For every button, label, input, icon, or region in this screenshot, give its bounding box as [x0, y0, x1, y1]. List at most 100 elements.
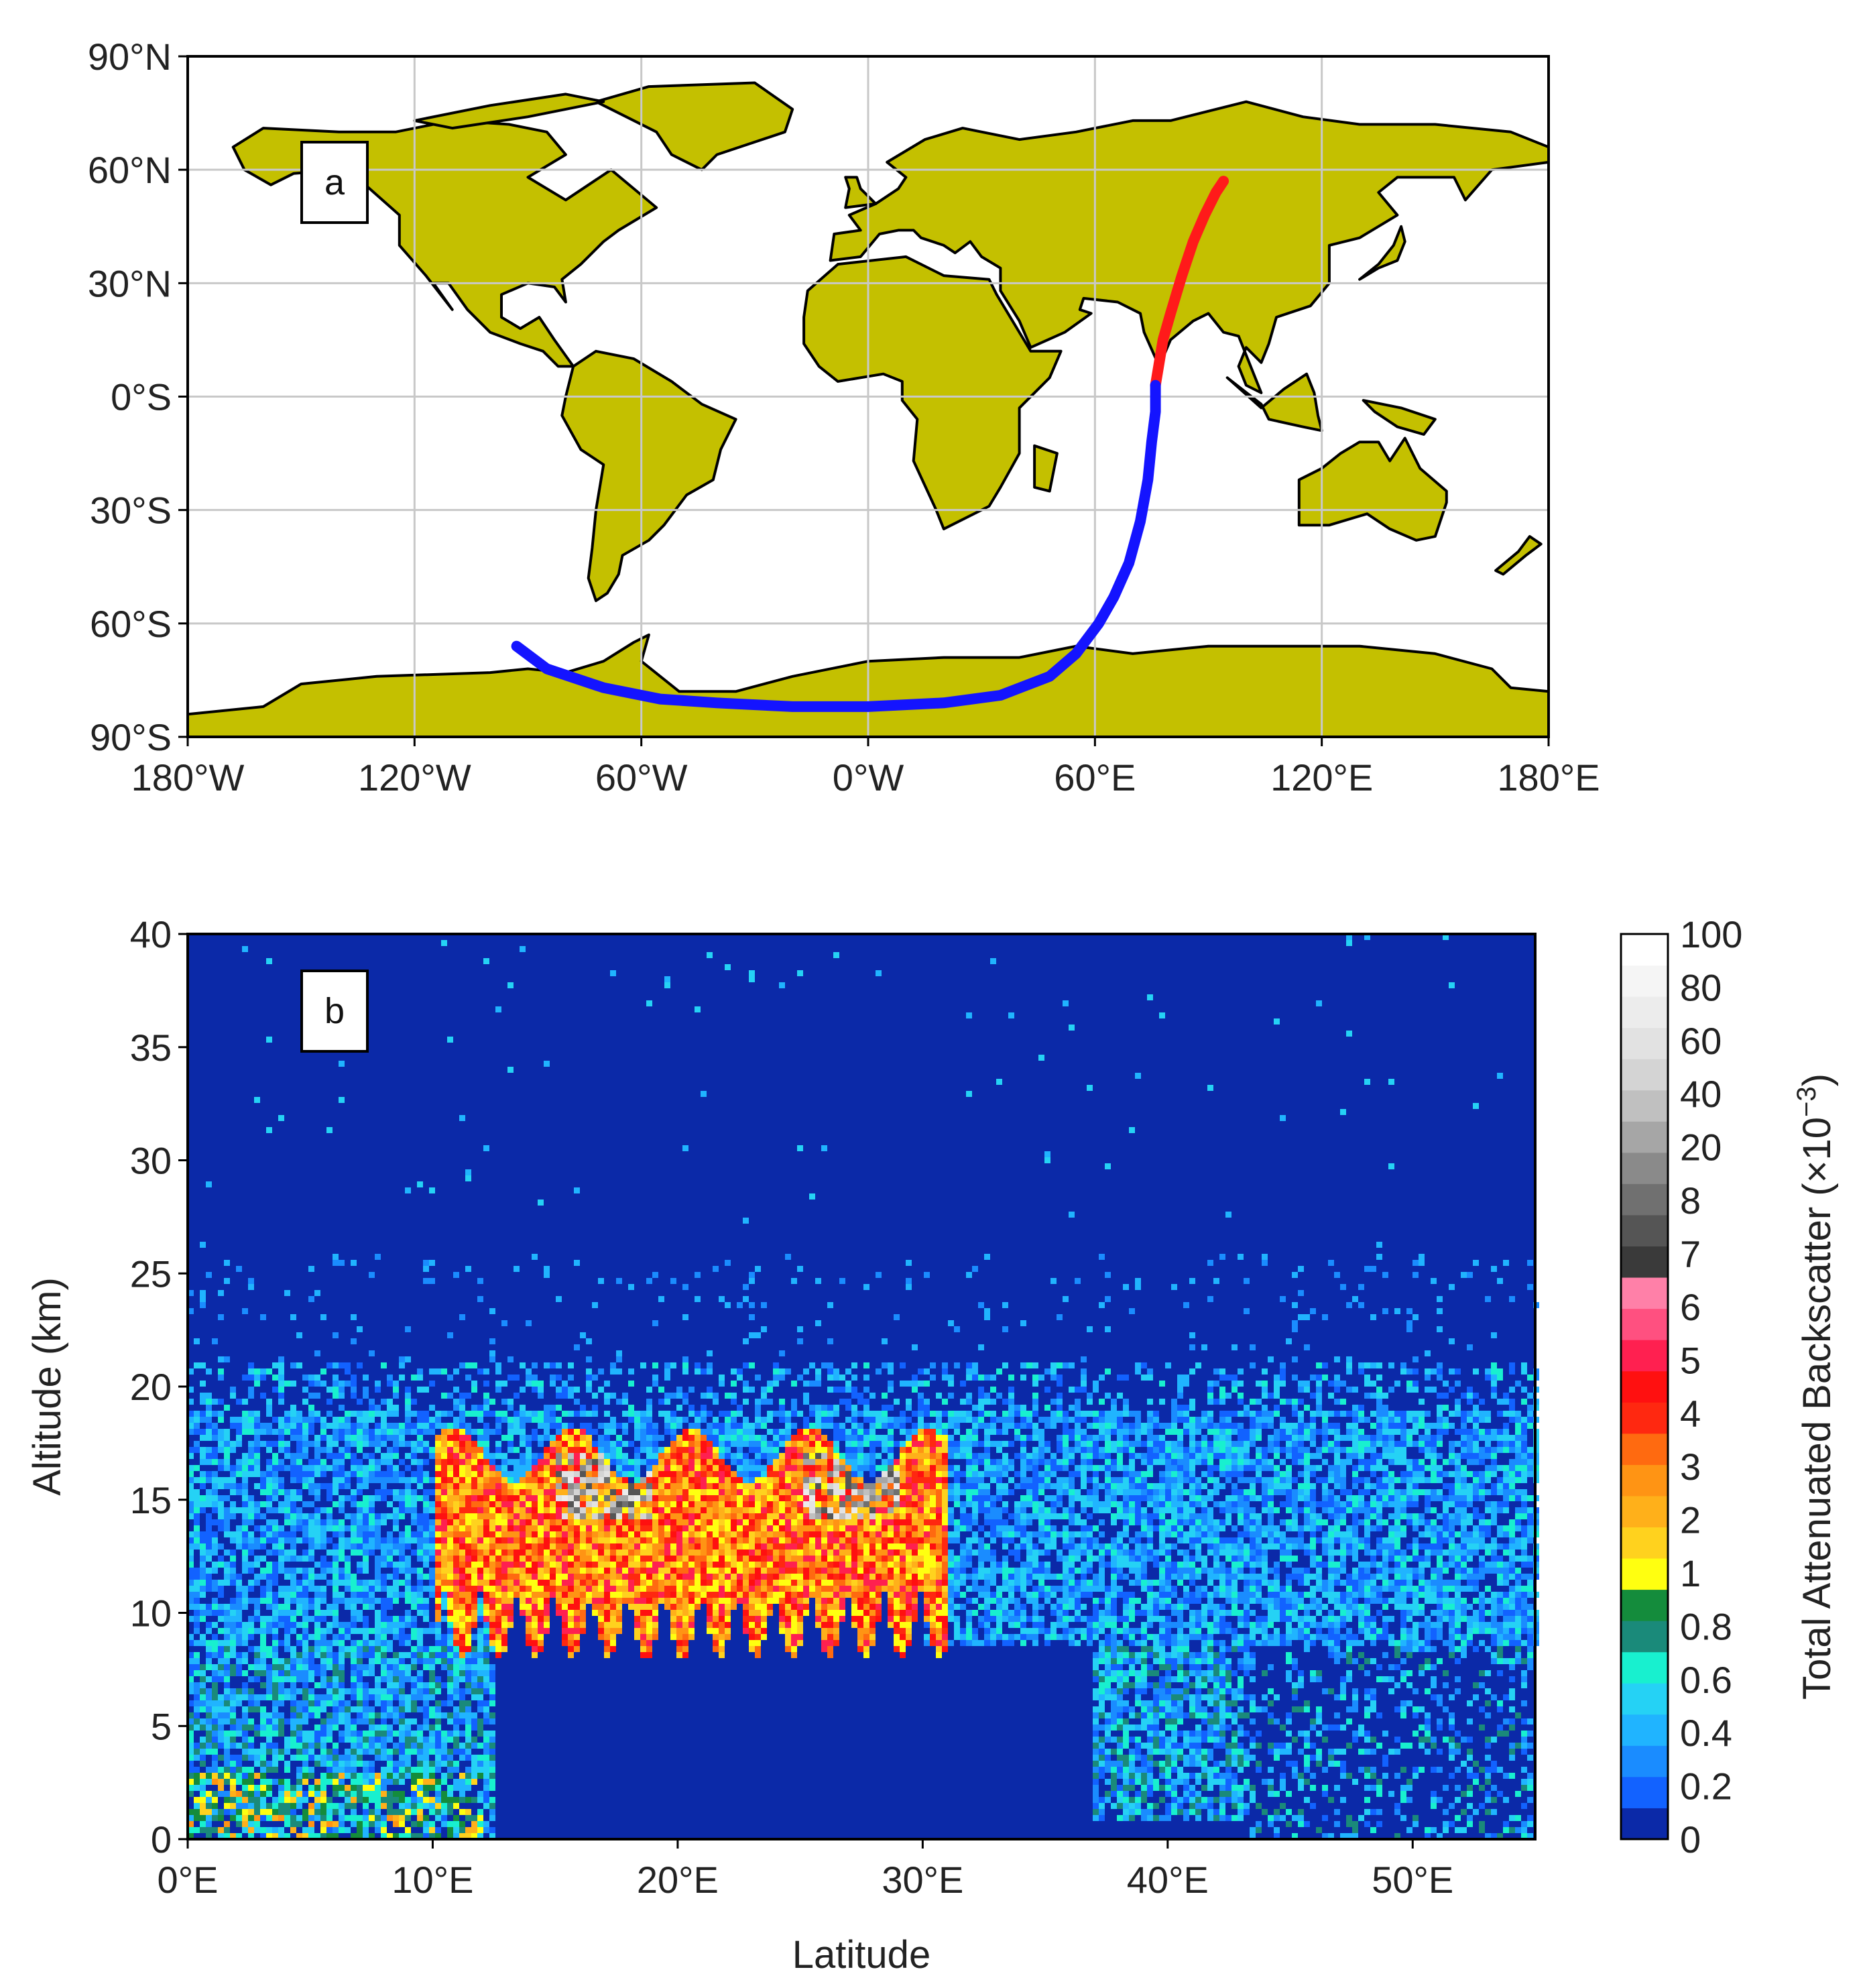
heatmap-y-tick-label: 5	[151, 1705, 172, 1747]
heatmap-y-tick-label: 0	[151, 1818, 172, 1861]
heatmap-x-tick-label: 20°E	[637, 1859, 719, 1901]
map-y-tick-label: 90°N	[88, 36, 172, 78]
colorbar-segment	[1621, 1745, 1668, 1777]
colorbar-segment	[1621, 1683, 1668, 1715]
colorbar-tick-label: 20	[1680, 1126, 1722, 1169]
map-x-tick-label: 180°E	[1497, 756, 1600, 799]
map-y-tick-label: 60°S	[90, 603, 172, 645]
x-axis-label: Latitude	[792, 1933, 930, 1977]
heatmap-y-tick-label: 35	[130, 1027, 172, 1069]
heatmap-y-tick-label: 40	[130, 913, 172, 955]
colorbar-segment	[1621, 1527, 1668, 1559]
heatmap-y-tick-label: 30	[130, 1140, 172, 1182]
heatmap-x-tick-label: 10°E	[392, 1859, 473, 1901]
colorbar-segment	[1621, 1059, 1668, 1091]
panel-a-label-box: a	[300, 141, 369, 224]
heatmap-x-tick-label: 40°E	[1127, 1859, 1209, 1901]
landmass-madagascar	[1033, 444, 1059, 493]
colorbar-tick-label: 0.4	[1680, 1712, 1732, 1754]
track-line-blue	[511, 379, 1161, 712]
landmass-north-america	[231, 119, 658, 368]
map-x-tick-label: 60°W	[595, 756, 688, 799]
colorbar: 0 0.2 0.4 0.6 0.8 1 2 3 4 5 6 7 8 20 40 60 80 100 Total A…	[1620, 913, 1839, 1861]
landmass-new-guinea	[1362, 399, 1437, 436]
colorbar-segment	[1621, 965, 1668, 997]
heatmap-x-ticks: 0°E 10°E 20°E 30°E 40°E 50°E	[158, 1839, 1453, 1901]
heatmap-x-tick-label: 50°E	[1372, 1859, 1453, 1901]
map-x-tick-label: 0°W	[833, 756, 904, 799]
landmass-australia	[1297, 436, 1448, 542]
colorbar-segment	[1621, 1090, 1668, 1122]
map-x-tick-label: 120°W	[358, 756, 471, 799]
map-panel: 180°W 120°W 60°W 0°W 60°E 120°E 180°E 90°N 60°N…	[88, 36, 1600, 799]
colorbar-frame	[1620, 933, 1669, 1840]
colorbar-tick-label: 7	[1680, 1232, 1701, 1275]
colorbar-tick-label: 40	[1680, 1073, 1722, 1115]
colorbar-tick-label: 100	[1680, 913, 1742, 955]
colorbar-tick-label: 5	[1680, 1339, 1701, 1381]
landmass-arctic-islands	[413, 93, 605, 130]
heatmap-y-ticks: 0 5 10 15 20 25 30 35 40	[130, 913, 188, 1861]
track-line-red	[1150, 176, 1229, 391]
colorbar-label-exponent: −3	[1792, 1086, 1821, 1117]
colorbar-segment	[1621, 1402, 1668, 1434]
colorbar-segment	[1621, 1340, 1668, 1372]
colorbar-segment	[1621, 1495, 1668, 1527]
colorbar-segment	[1621, 1246, 1668, 1278]
colorbar-segment	[1621, 996, 1668, 1029]
heatmap-y-tick-label: 15	[130, 1479, 172, 1521]
colorbar-segment	[1621, 1558, 1668, 1590]
colorbar-segment	[1621, 1776, 1668, 1808]
colorbar-label: Total Attenuated Backscatter (×10−3)	[1792, 1073, 1839, 1700]
colorbar-segment	[1621, 1183, 1668, 1216]
landmass-new-zealand	[1494, 535, 1543, 576]
map-y-tick-label: 30°N	[88, 262, 172, 304]
colorbar-tick-label: 0.8	[1680, 1605, 1732, 1647]
colorbar-segment	[1621, 1651, 1668, 1684]
heatmap-x-tick-label: 30°E	[882, 1859, 963, 1901]
landmass-borneo-indonesia	[1225, 372, 1323, 432]
map-y-tick-label: 90°S	[90, 716, 172, 758]
heatmap-y-tick-label: 25	[130, 1252, 172, 1295]
backscatter-heatmap	[188, 934, 1539, 1839]
panel-b-label-box: b	[300, 970, 369, 1053]
colorbar-segment	[1621, 1714, 1668, 1746]
colorbar-tick-label: 0	[1680, 1818, 1701, 1861]
colorbar-ticks: 0 0.2 0.4 0.6 0.8 1 2 3 4 5 6 7 8 20 40 60 80 100	[1680, 913, 1742, 1861]
map-y-ticks: 90°N 60°N 30°N 0°S 30°S 60°S 90°S	[88, 36, 188, 758]
map-x-tick-label: 120°E	[1270, 756, 1373, 799]
colorbar-tick-label: 2	[1680, 1499, 1701, 1541]
heatmap-y-tick-label: 20	[130, 1366, 172, 1408]
colorbar-tick-label: 0.2	[1680, 1765, 1732, 1808]
colorbar-segment	[1621, 1121, 1668, 1153]
backscatter-panel: 0°E 10°E 20°E 30°E 40°E 50°E 0 5 10 15 20 25 30 35 40…	[25, 913, 1539, 1977]
map-x-tick-label: 180°W	[131, 756, 245, 799]
colorbar-segment	[1621, 1152, 1668, 1184]
colorbar-segment	[1621, 1308, 1668, 1340]
y-axis-label: Altitude (km)	[25, 1277, 69, 1496]
map-x-ticks: 180°W 120°W 60°W 0°W 60°E 120°E 180°E	[131, 737, 1600, 799]
colorbar-tick-label: 8	[1680, 1179, 1701, 1222]
map-y-tick-label: 30°S	[90, 489, 172, 532]
heatmap-x-tick-label: 0°E	[158, 1859, 219, 1901]
panel-b-label: b	[324, 991, 345, 1031]
panel-a-label: a	[324, 162, 345, 202]
colorbar-segment	[1621, 1464, 1668, 1497]
colorbar-tick-label: 1	[1680, 1552, 1701, 1594]
colorbar-segment	[1621, 1433, 1668, 1465]
colorbar-tick-label: 0.6	[1680, 1659, 1732, 1701]
heatmap-y-tick-label: 10	[130, 1592, 172, 1635]
satellite-track	[511, 176, 1229, 712]
colorbar-segment	[1621, 1370, 1668, 1403]
colorbar-segment	[1621, 1808, 1668, 1840]
colorbar-segment	[1621, 1214, 1668, 1247]
colorbar-tick-label: 80	[1680, 966, 1722, 1008]
colorbar-segment	[1621, 1589, 1668, 1621]
colorbar-tick-label: 6	[1680, 1286, 1701, 1328]
map-x-tick-label: 60°E	[1054, 756, 1136, 799]
colorbar-segment	[1621, 1027, 1668, 1059]
landmass-japan	[1358, 225, 1406, 281]
colorbar-tick-label: 60	[1680, 1020, 1722, 1062]
map-y-tick-label: 60°N	[88, 149, 172, 191]
